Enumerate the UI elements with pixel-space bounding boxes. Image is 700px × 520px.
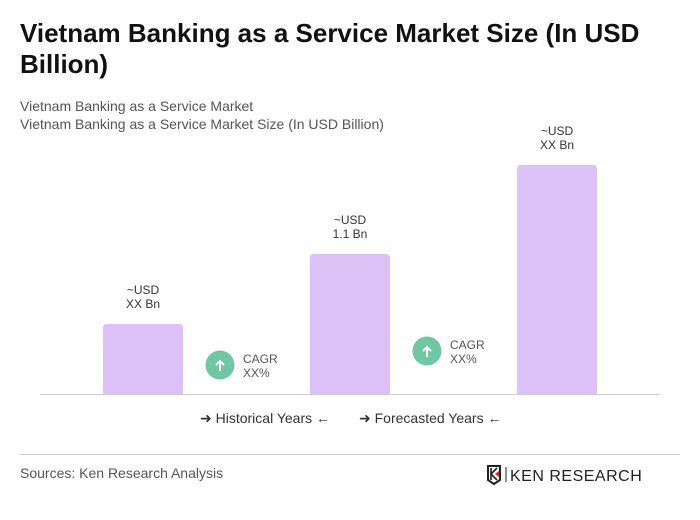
svg-text:KEN RESEARCH: KEN RESEARCH [510, 468, 642, 485]
sources: Sources: Ken Research Analysis [20, 465, 224, 481]
bar [310, 254, 390, 394]
page-title: Vietnam Banking as a Service Market Size… [20, 18, 640, 79]
cagr-label: CAGR [243, 352, 278, 366]
cagr-label: XX% [243, 366, 270, 380]
legend-historical: ➜ Historical Years ← [200, 410, 331, 426]
legend-forecast: ➜ Forecasted Years ← [359, 410, 502, 426]
bar [103, 324, 183, 394]
legend-historical-label: Historical Years [215, 410, 313, 426]
divider [20, 454, 680, 455]
data-label: ~USD [127, 283, 160, 297]
subtitle: Vietnam Banking as a Service Market [20, 98, 254, 114]
data-label: XX Bn [126, 297, 160, 311]
data-label: ~USD [334, 213, 367, 227]
chart-subtitle: Vietnam Banking as a Service Market Size… [20, 116, 384, 132]
data-label: ~USD [541, 124, 574, 138]
arrow-up-icon [215, 359, 225, 371]
data-label: 1.1 Bn [333, 227, 368, 241]
cagr-label: XX% [450, 352, 477, 366]
ken-research-logo: KEN RESEARCH [487, 465, 642, 486]
data-label: XX Bn [540, 138, 574, 152]
arrow-up-icon [422, 345, 432, 357]
cagr-label: CAGR [450, 338, 485, 352]
legend-forecast-label: Forecasted Years [374, 410, 484, 426]
bar [517, 164, 597, 394]
